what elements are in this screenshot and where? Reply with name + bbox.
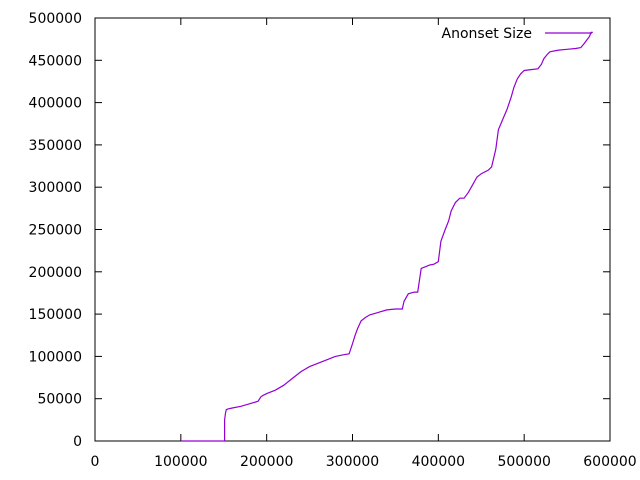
y-tick-label: 150000 [29, 307, 82, 323]
y-tick-label: 300000 [29, 180, 82, 196]
series-line-anonset-size [180, 31, 593, 442]
x-tick-label: 600000 [583, 454, 636, 470]
y-tick-label: 500000 [29, 11, 82, 27]
x-tick-label: 500000 [497, 454, 550, 470]
y-tick-label: 50000 [37, 392, 82, 408]
y-tick-label: 400000 [29, 96, 82, 112]
x-tick-label: 300000 [326, 454, 379, 470]
y-tick-label: 100000 [29, 349, 82, 365]
x-tick-label: 400000 [412, 454, 465, 470]
y-tick-label: 0 [73, 434, 82, 450]
y-tick-label: 450000 [29, 53, 82, 69]
y-tick-label: 200000 [29, 265, 82, 281]
y-tick-label: 250000 [29, 223, 82, 239]
plot-border [94, 17, 611, 442]
x-tick-label: 200000 [240, 454, 293, 470]
x-tick-label: 100000 [154, 454, 207, 470]
y-tick-label: 350000 [29, 138, 82, 154]
legend-label: Anonset Size [442, 26, 532, 42]
x-tick-label: 0 [91, 454, 100, 470]
